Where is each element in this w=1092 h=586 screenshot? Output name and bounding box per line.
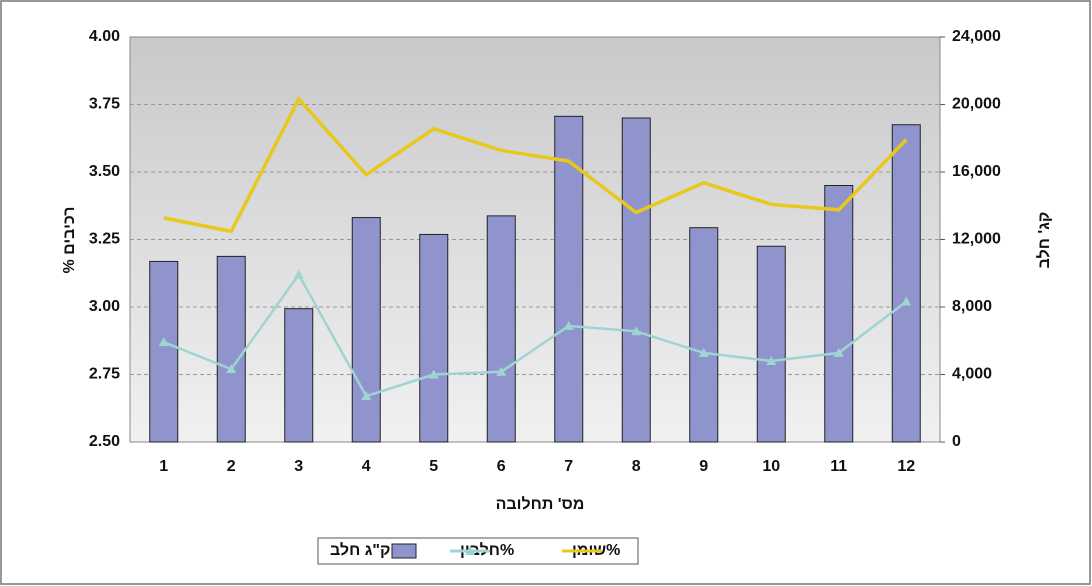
- bar: [284, 308, 314, 443]
- bar: [891, 124, 921, 443]
- legend-label: ק"ג חלב: [330, 541, 390, 559]
- line-marker: [698, 347, 709, 357]
- x-tick-label: 10: [762, 458, 780, 475]
- x-tick-label: 6: [497, 458, 506, 475]
- x-tick-label: 8: [632, 458, 641, 475]
- line-marker: [226, 364, 237, 374]
- y-tick-label: 3.50: [89, 163, 120, 180]
- y2-tick-label: 8,000: [952, 298, 992, 315]
- x-tick-label: 1: [159, 458, 168, 475]
- bar: [351, 217, 381, 443]
- y-tick-label: 3.25: [89, 231, 120, 248]
- y-tick-label: 2.50: [89, 433, 120, 450]
- y2-tick-label: 12,000: [952, 231, 1001, 248]
- y-tick-label: 4.00: [89, 28, 120, 45]
- line-marker: [833, 347, 844, 357]
- bar: [689, 227, 719, 443]
- bar: [486, 215, 516, 443]
- line-marker: [496, 366, 507, 376]
- bar: [149, 260, 179, 443]
- y-tick-label: 3.00: [89, 298, 120, 315]
- bar: [419, 233, 449, 443]
- y2-tick-label: 20,000: [952, 96, 1001, 113]
- bar: [824, 185, 854, 443]
- y-tick-label: 2.75: [89, 366, 120, 383]
- x-tick-label: 11: [830, 458, 847, 475]
- line-marker: [293, 269, 304, 279]
- bar: [216, 255, 246, 443]
- y2-tick-label: 24,000: [952, 28, 1001, 45]
- y-axis-label: רכיבים %: [61, 206, 78, 273]
- x-tick-label: 7: [564, 458, 573, 475]
- line-marker: [361, 391, 372, 401]
- line-marker: [766, 356, 777, 365]
- x-tick-label: 5: [429, 458, 438, 475]
- line-marker: [563, 320, 574, 330]
- legend-marker: [465, 546, 475, 555]
- x-tick-label: 12: [897, 458, 915, 475]
- x-tick-label: 2: [227, 458, 236, 475]
- bar: [756, 245, 786, 443]
- y-tick-label: 3.75: [89, 96, 120, 113]
- x-axis-label: מס' תחלובה: [496, 495, 585, 513]
- line-marker: [631, 326, 642, 336]
- line: [163, 96, 908, 234]
- line-marker: [428, 369, 439, 379]
- x-tick-label: 9: [699, 458, 708, 475]
- y2-tick-label: 16,000: [952, 163, 1001, 180]
- x-tick-label: 3: [294, 458, 303, 475]
- bar: [554, 115, 584, 443]
- y2-axis-label: קג' חלב: [1035, 212, 1053, 269]
- x-tick-label: 4: [362, 458, 371, 475]
- legend-swatch: [391, 543, 417, 559]
- y2-tick-label: 4,000: [952, 366, 992, 383]
- line: [163, 272, 908, 398]
- y2-tick-label: 0: [952, 433, 961, 450]
- bar: [621, 117, 651, 443]
- line-marker: [901, 296, 912, 306]
- line-marker: [158, 337, 169, 347]
